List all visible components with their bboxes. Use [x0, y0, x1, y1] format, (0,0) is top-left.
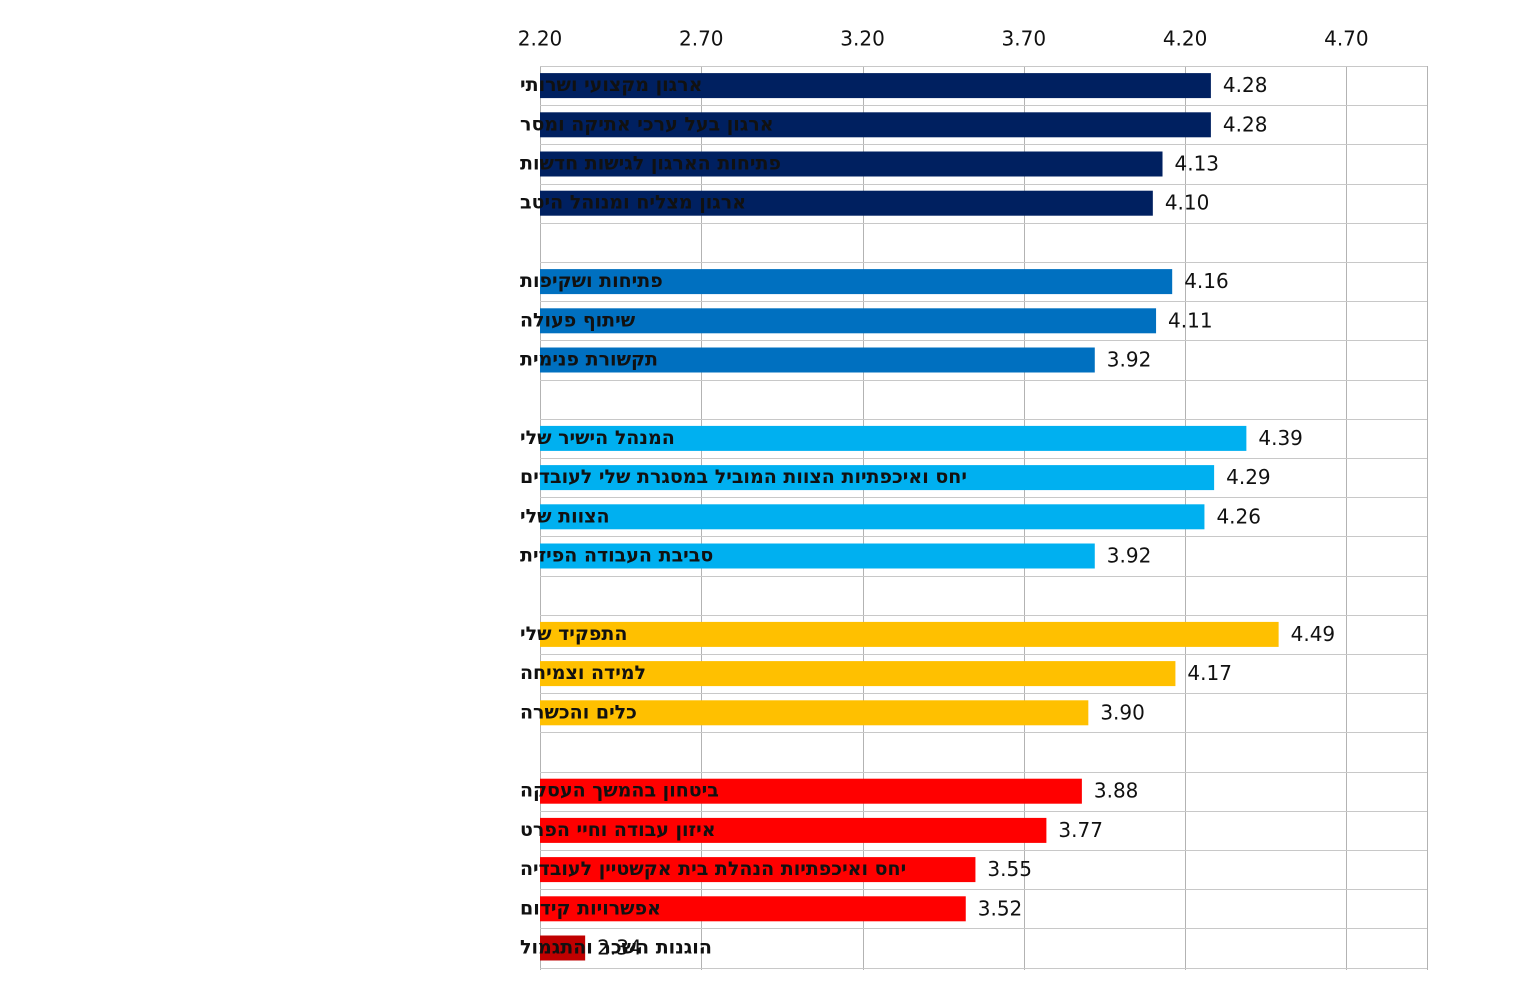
value-label: 3.52 [978, 896, 1023, 920]
category-label: המנהל הישיר שלי [520, 427, 675, 449]
value-label: 4.28 [1223, 112, 1268, 136]
category-labels: ארגון מקצועי ושרותי ארגון בעל ערכי אתיקה … [520, 74, 967, 958]
category-label: ארגון מצליח ומנוהל היטב [520, 192, 746, 214]
category-label: ארגון בעל ערכי אתיקה ומסר [520, 113, 774, 135]
x-tick-label: 3.70 [1002, 27, 1047, 51]
bar [540, 661, 1176, 687]
category-label: סביבת העבודה הפיזית [520, 545, 713, 567]
category-label: ארגון מקצועי ושרותי [520, 74, 702, 96]
bar [540, 151, 1163, 177]
category-label: הוגנות השכר והתגמול [520, 937, 712, 959]
value-label: 4.49 [1291, 622, 1336, 646]
category-label: למידה וצמיחה [520, 662, 646, 684]
x-tick-label: 4.20 [1163, 27, 1208, 51]
value-labels: 4.284.284.134.104.164.113.924.394.294.26… [597, 73, 1335, 959]
bars [540, 73, 1279, 961]
value-label: 4.28 [1223, 73, 1268, 97]
category-label: הצוות שלי [520, 505, 610, 527]
value-label: 3.88 [1094, 779, 1139, 803]
bar [540, 465, 1215, 491]
x-tick-label: 4.70 [1324, 27, 1369, 51]
value-label: 4.11 [1168, 308, 1213, 332]
value-label: 3.92 [1107, 348, 1152, 372]
category-label: יחס ואיכפתיות הנהלת בית אקשטיין לעובדיה [520, 858, 906, 880]
category-label: שיתוף פעולה [520, 309, 636, 331]
value-label: 4.13 [1175, 152, 1220, 176]
category-label: כלים והכשרה [520, 701, 637, 723]
bar [540, 543, 1095, 569]
value-label: 4.29 [1226, 465, 1271, 489]
value-label: 4.17 [1187, 661, 1232, 685]
bar [540, 425, 1247, 451]
bar [540, 778, 1082, 804]
value-label: 4.26 [1216, 504, 1261, 528]
bar [540, 621, 1279, 647]
value-label: 2.34 [597, 936, 642, 960]
category-label: יחס ואיכפתיות הצוות המוביל במסגרת שלי לע… [520, 466, 967, 488]
value-label: 4.16 [1184, 269, 1229, 293]
value-label: 4.10 [1165, 191, 1210, 215]
bar [540, 896, 966, 922]
bar [540, 347, 1095, 373]
value-label: 3.77 [1058, 818, 1103, 842]
x-tick-label: 2.20 [518, 27, 563, 51]
bar [540, 857, 976, 883]
bar [540, 308, 1157, 334]
x-tick-label: 3.20 [840, 27, 885, 51]
value-label: 3.92 [1107, 544, 1152, 568]
bar [540, 700, 1089, 726]
bar [540, 817, 1047, 843]
category-label: תקשורת פנימית [520, 349, 658, 371]
bar [540, 504, 1205, 530]
x-axis-ticks: 2.20 2.70 3.20 3.70 4.20 4.70 [518, 27, 1369, 51]
bar [540, 269, 1173, 295]
gridlines [540, 66, 1428, 970]
category-label: פתיחות ושקיפות [520, 270, 663, 292]
bar [540, 935, 586, 961]
value-label: 4.39 [1258, 426, 1303, 450]
value-label: 3.90 [1100, 700, 1145, 724]
category-label: התפקיד שלי [520, 623, 627, 645]
x-tick-label: 2.70 [679, 27, 724, 51]
bar [540, 73, 1211, 99]
bar [540, 190, 1153, 216]
category-label: פתיחות הארגון לגישות חדשות [520, 153, 781, 175]
category-label: ביטחון בהמשך העסקה [520, 780, 719, 802]
category-label: אפשרויות קידום [520, 897, 661, 919]
category-label: איזון עבודה וחיי הפרט [520, 819, 716, 841]
value-label: 3.55 [987, 857, 1032, 881]
bar [540, 112, 1211, 138]
